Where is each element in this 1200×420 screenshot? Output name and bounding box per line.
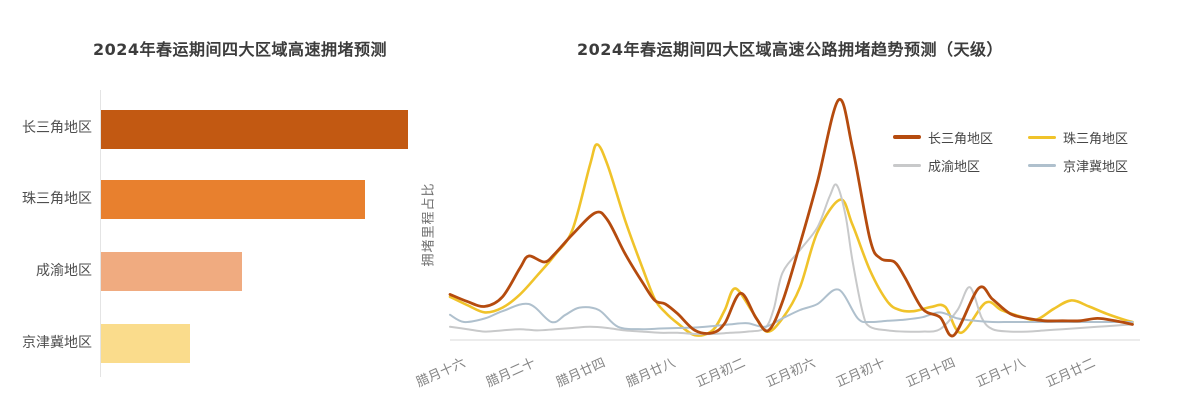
line-chart-plot [448, 98, 1140, 341]
legend-label: 京津冀地区 [1063, 159, 1129, 175]
legend-line-swatch [893, 135, 921, 139]
bar-changsanjiao [101, 110, 408, 149]
y-axis-label: 拥堵里程占比 [421, 182, 437, 267]
bar-jingjinji [101, 324, 190, 363]
bar-chengyu [101, 252, 242, 291]
line-series-0 [448, 98, 1134, 338]
legend-line-swatch [1028, 163, 1056, 167]
line-series-1 [448, 143, 1134, 337]
legend-item-chengyu: 成渝地区 [893, 158, 981, 175]
line-chart-title: 2024年春运期间四大区域高速公路拥堵趋势预测（天级） [576, 40, 1004, 59]
legend-line-swatch [893, 163, 921, 167]
bar-category-label: 京津冀地区 [22, 335, 92, 351]
legend-line-swatch [1028, 135, 1056, 139]
legend-item-changsanjiao: 长三角地区 [893, 130, 994, 147]
bar-chart-axis-line [100, 90, 101, 377]
line-series-3 [449, 288, 1134, 331]
bar-category-label: 成渝地区 [36, 263, 92, 279]
line-series-2 [449, 183, 1134, 336]
legend-item-jingjinji: 京津冀地区 [1028, 158, 1129, 175]
bar-zhusanjiao [101, 180, 365, 219]
legend-item-zhusanjiao: 珠三角地区 [1028, 130, 1129, 147]
legend-label: 成渝地区 [928, 159, 981, 175]
bar-category-label: 珠三角地区 [22, 191, 92, 207]
legend-label: 珠三角地区 [1063, 131, 1129, 147]
bar-chart-title: 2024年春运期间四大区域高速拥堵预测 [92, 40, 388, 59]
legend-label: 长三角地区 [928, 131, 994, 147]
bar-category-label: 长三角地区 [22, 120, 92, 136]
